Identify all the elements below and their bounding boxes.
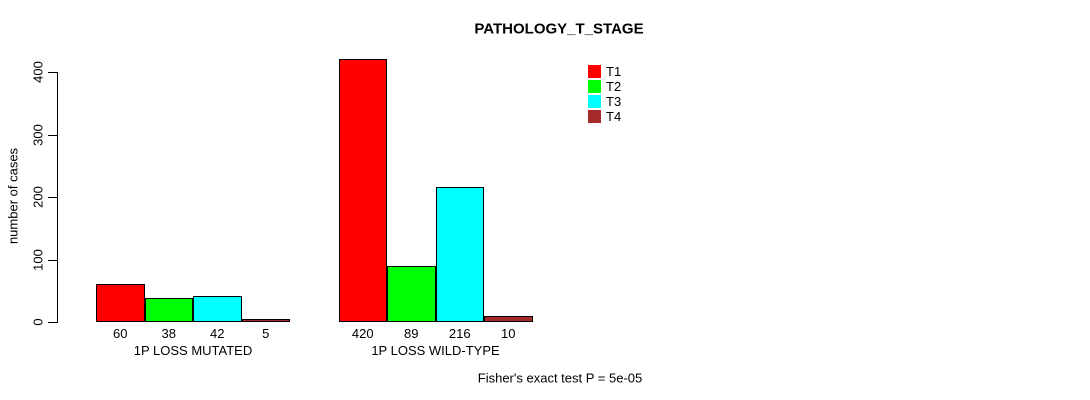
legend-label: T2 (606, 79, 622, 94)
legend-swatch-t1 (588, 65, 601, 78)
y-tick-mark (48, 134, 57, 136)
bar-value-label: 216 (448, 326, 471, 341)
bar-t3-1 (193, 296, 242, 322)
bar-value-label: 10 (501, 326, 516, 341)
legend-entry-t2: T2 (588, 80, 621, 93)
bar-t2-1 (144, 298, 193, 322)
legend-label: T4 (606, 109, 622, 124)
y-tick-label: 100 (30, 248, 46, 271)
bar-value-label: 89 (404, 326, 419, 341)
legend-label: T3 (606, 94, 622, 109)
bar-t4-1 (241, 319, 290, 322)
y-tick-mark (48, 72, 57, 73)
legend-entry-t1: T1 (588, 65, 621, 78)
legend-swatch-t4 (588, 110, 601, 123)
bar-t4-2 (484, 316, 533, 322)
bar-value-label: 420 (351, 326, 374, 341)
bar-value-label: 60 (113, 326, 128, 341)
legend-entry-t3: T3 (588, 95, 621, 108)
bar-t2-2 (387, 266, 436, 322)
y-tick-mark (48, 259, 57, 261)
y-axis-line (57, 72, 58, 323)
y-tick-mark (48, 322, 57, 323)
category-label: 1P LOSS MUTATED (133, 343, 253, 358)
bar-value-label: 38 (161, 326, 176, 341)
legend-entry-t4: T4 (588, 110, 621, 123)
legend-swatch-t3 (588, 95, 601, 108)
y-tick-label: 400 (30, 61, 46, 83)
bar-t1-1 (96, 284, 145, 322)
y-axis-label: number of cases (5, 147, 21, 245)
category-label: 1P LOSS WILD-TYPE (371, 343, 500, 358)
bar-t3-2 (435, 187, 484, 322)
y-tick-mark (48, 197, 57, 198)
legend-swatch-t2 (588, 80, 601, 93)
legend-label: T1 (606, 64, 622, 79)
y-tick-label: 0 (30, 318, 46, 326)
bar-value-label: 42 (210, 326, 225, 341)
bar-value-label: 5 (262, 326, 270, 341)
bar-t1-2 (338, 59, 387, 322)
y-tick-label: 200 (30, 186, 46, 208)
y-tick-label: 300 (30, 123, 46, 146)
chart-title: PATHOLOGY_T_STAGE (474, 20, 644, 38)
fisher-test-annotation: Fisher's exact test P = 5e-05 (477, 370, 643, 386)
